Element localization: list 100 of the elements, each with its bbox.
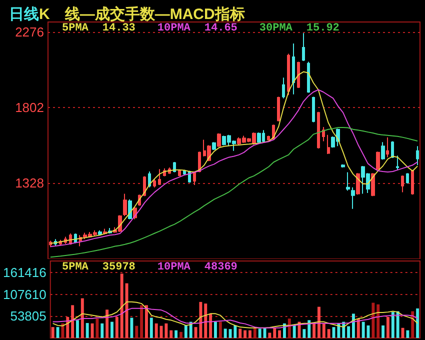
bar xyxy=(244,330,247,338)
candlestick xyxy=(277,96,280,122)
candlestick xyxy=(128,198,132,220)
candlestick xyxy=(302,32,305,62)
bar xyxy=(184,325,188,338)
bar xyxy=(115,316,118,338)
candlestick xyxy=(396,155,399,170)
bar xyxy=(411,311,414,338)
bar xyxy=(386,316,390,338)
bar xyxy=(416,308,420,338)
bar xyxy=(154,323,158,338)
bar xyxy=(164,323,168,338)
y-tick-label: 53805 xyxy=(10,308,46,324)
bar xyxy=(145,305,148,338)
bar xyxy=(278,330,282,338)
bar xyxy=(376,304,380,338)
bar xyxy=(238,328,242,338)
candlestick xyxy=(178,169,181,177)
bar xyxy=(406,330,410,338)
bar xyxy=(204,304,208,338)
bar xyxy=(253,328,256,338)
candlestick xyxy=(401,174,404,193)
candlestick xyxy=(287,53,290,96)
bar xyxy=(224,328,227,338)
bar xyxy=(135,326,138,338)
text: 10PMA xyxy=(157,262,191,274)
candlestick xyxy=(257,132,261,144)
y-tick-label: 1328 xyxy=(15,175,44,190)
candlestick xyxy=(183,169,186,176)
bar xyxy=(209,314,212,338)
candlestick xyxy=(282,77,285,99)
bar xyxy=(170,330,173,338)
bar xyxy=(292,325,296,338)
annotation: 35978 xyxy=(102,262,136,274)
bar xyxy=(362,322,365,338)
text: 10PMA xyxy=(157,22,191,34)
candlestick xyxy=(158,168,161,186)
candlestick xyxy=(386,136,389,158)
bar xyxy=(268,332,272,338)
bar xyxy=(120,274,124,338)
candlestick xyxy=(376,151,380,170)
candlestick xyxy=(297,61,300,89)
bar xyxy=(273,328,276,338)
candlestick xyxy=(351,186,355,210)
candlestick xyxy=(312,96,315,123)
bar xyxy=(356,318,360,338)
bar xyxy=(234,325,237,338)
bar xyxy=(308,320,311,338)
candlestick xyxy=(416,146,419,166)
bar xyxy=(199,302,202,338)
bar xyxy=(327,329,330,338)
bar xyxy=(396,311,400,338)
candlestick xyxy=(381,142,385,160)
candlestick xyxy=(406,172,409,184)
candlestick xyxy=(327,134,330,155)
chart-title: 日线K 线—成交手数—MACD指标 xyxy=(9,5,245,23)
candlestick xyxy=(143,176,146,197)
annotation: 14.33 xyxy=(102,22,136,34)
candlestick xyxy=(341,164,345,168)
y-tick-label: 161416 xyxy=(2,265,46,280)
text: 5PMA xyxy=(62,22,89,34)
bar xyxy=(100,323,104,338)
line-series xyxy=(50,126,418,258)
candlestick xyxy=(346,172,350,192)
bar xyxy=(391,312,394,338)
y-tick-label: 1802 xyxy=(15,100,44,116)
bar xyxy=(337,323,340,338)
candlestick xyxy=(98,230,102,236)
bar xyxy=(258,328,262,338)
candlestick xyxy=(217,132,221,148)
line-series xyxy=(52,308,418,328)
candlestick xyxy=(391,140,394,158)
candlestick xyxy=(322,126,325,142)
candlestick xyxy=(371,172,375,197)
bar xyxy=(248,330,252,338)
bar xyxy=(312,323,316,338)
annotation: 48369 xyxy=(204,262,238,274)
bar xyxy=(322,323,326,338)
candlestick xyxy=(292,42,295,95)
candlestick xyxy=(267,135,270,141)
bar xyxy=(96,318,99,338)
bar xyxy=(347,326,350,338)
bar xyxy=(76,320,79,338)
bar xyxy=(214,322,217,338)
candlestick xyxy=(317,111,320,149)
annotation: 14.65 xyxy=(204,22,238,34)
candlestick xyxy=(123,193,127,217)
candlestick xyxy=(212,142,216,151)
candlestick xyxy=(356,172,360,196)
bar xyxy=(302,329,306,338)
candlestick xyxy=(193,171,196,186)
candlestick xyxy=(411,169,414,196)
candlestick xyxy=(153,178,156,188)
line-series xyxy=(52,301,418,328)
annotation: 15.92 xyxy=(306,22,340,34)
bar xyxy=(352,314,355,338)
bar xyxy=(86,323,89,338)
bar xyxy=(130,318,134,338)
text: 30PMA xyxy=(259,22,293,34)
candlestick xyxy=(307,61,310,94)
